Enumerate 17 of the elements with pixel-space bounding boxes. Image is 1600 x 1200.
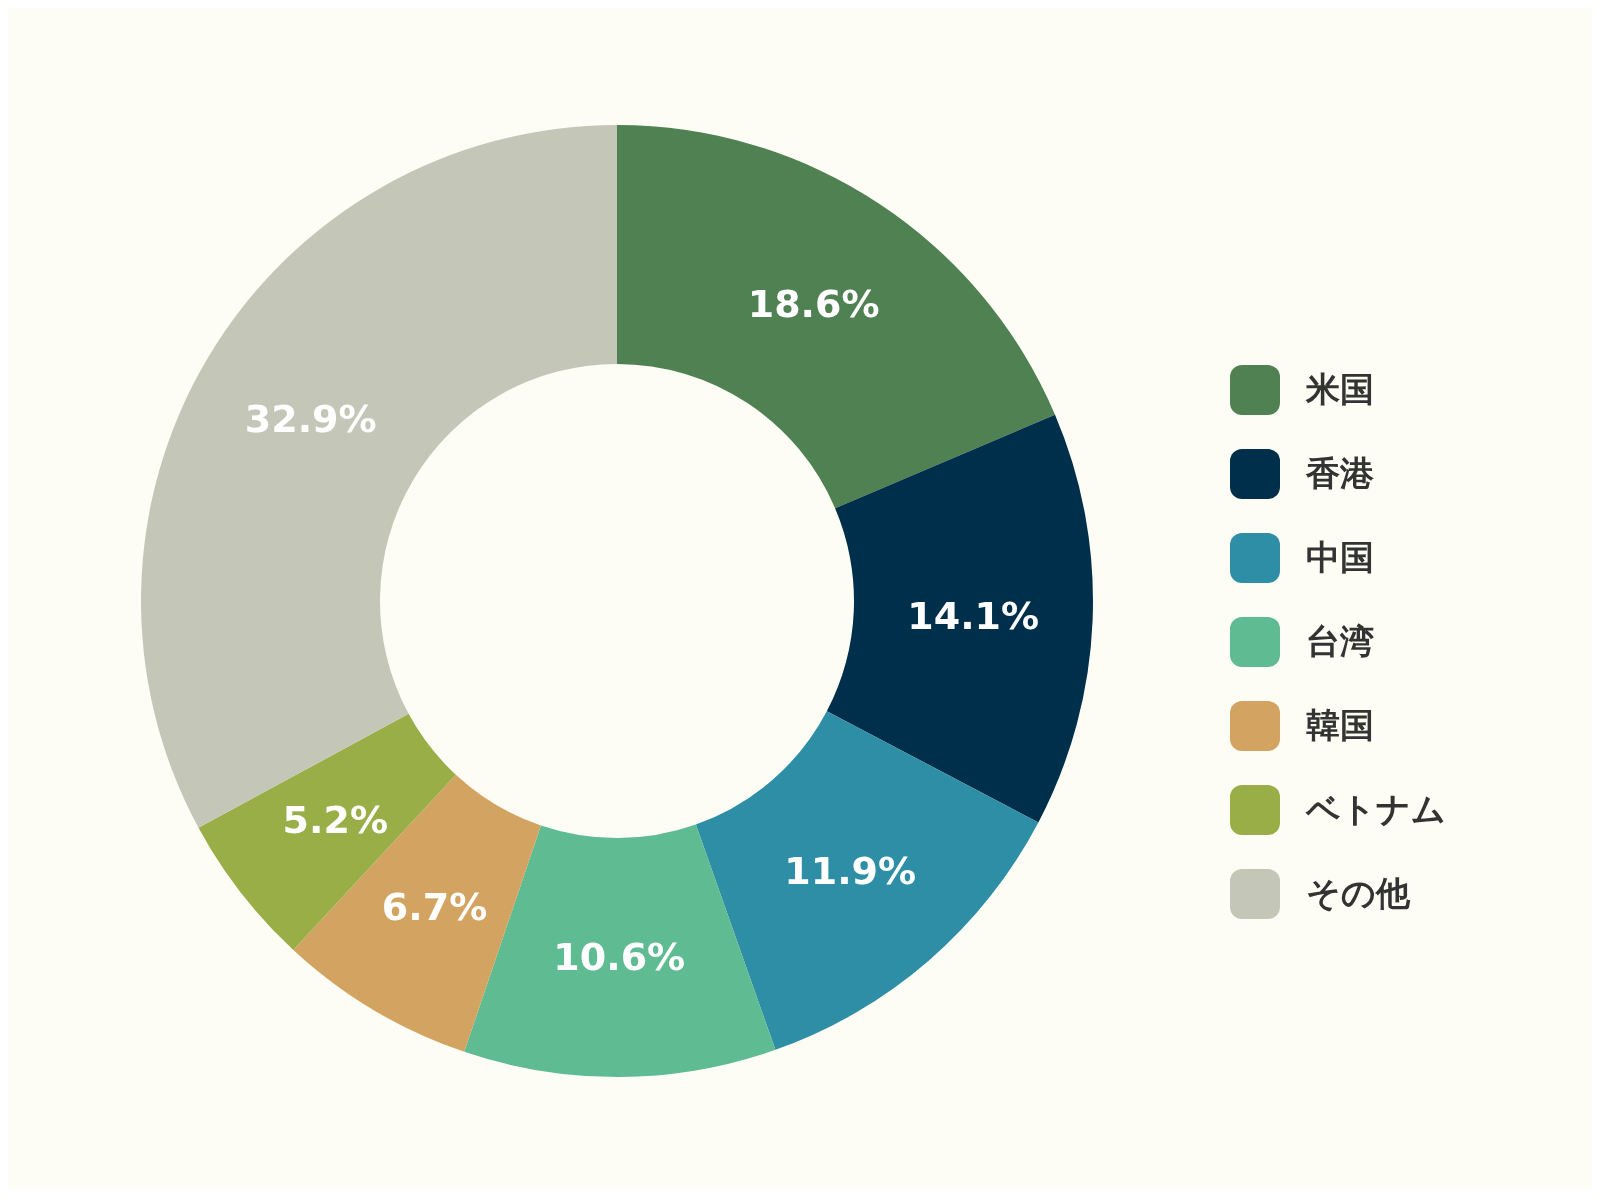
legend-label: 米国: [1306, 368, 1374, 411]
donut-slice: [617, 125, 1056, 509]
data-label: 10.6%: [553, 935, 686, 980]
legend-label: ベトナム: [1306, 788, 1446, 831]
legend-label: 中国: [1306, 536, 1374, 579]
data-label: 5.2%: [282, 797, 389, 842]
data-label: 18.6%: [747, 281, 880, 326]
legend-label: 韓国: [1306, 704, 1374, 747]
legend-label: 香港: [1306, 452, 1374, 495]
donut-slice: [826, 414, 1093, 823]
legend-label: 台湾: [1306, 620, 1374, 663]
legend-label: その他: [1306, 872, 1410, 915]
data-label: 11.9%: [784, 848, 917, 893]
donut-slice: [695, 711, 1039, 1050]
data-label: 14.1%: [907, 593, 1040, 638]
data-label: 32.9%: [244, 396, 377, 441]
data-label: 6.7%: [381, 885, 488, 930]
